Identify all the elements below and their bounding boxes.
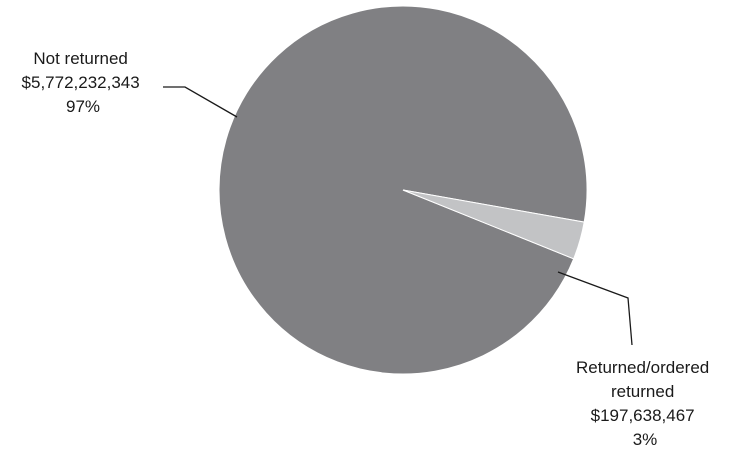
label-returned: Returned/ordered returned $197,638,467 3… (576, 358, 714, 449)
label-not-returned: Not returned $5,772,232,343 97% (22, 49, 145, 116)
leader-line-not-returned (163, 86, 238, 118)
pie-slice-returned (402, 189, 585, 260)
leader-lines (163, 86, 633, 346)
leader-line-returned (557, 271, 633, 346)
pie-slices (218, 5, 588, 375)
